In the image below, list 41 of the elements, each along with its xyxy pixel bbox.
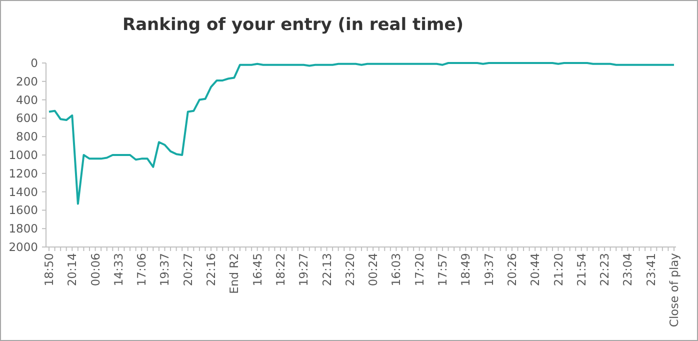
x-tick-label: 19:27: [296, 253, 311, 286]
y-tick-label: 800: [16, 130, 38, 144]
x-tick-label: 20:27: [180, 253, 195, 286]
x-tick-label: 18:50: [42, 253, 56, 286]
x-tick-label: 21:20: [551, 253, 566, 286]
x-tick-label: 20:14: [65, 253, 80, 286]
x-tick-label: 17:06: [134, 253, 149, 286]
x-tick-label: 19:37: [158, 253, 172, 286]
y-tick-label: 1000: [8, 148, 38, 162]
x-tick-label: 20:44: [528, 253, 542, 286]
y-tick-label: 400: [16, 92, 38, 107]
x-tick-label: 22:23: [598, 253, 612, 286]
x-tick-label: 23:20: [342, 253, 357, 286]
x-tick-label: 17:20: [412, 253, 426, 286]
x-tick-label: 16:45: [250, 253, 264, 286]
chart-title: Ranking of your entry (in real time): [122, 15, 464, 35]
x-tick-label: 14:33: [111, 253, 126, 286]
x-tick-label: 00:06: [88, 253, 102, 286]
x-tick-label: 16:03: [389, 253, 404, 286]
line-series: [48, 62, 675, 205]
x-tick-label: 00:24: [366, 253, 380, 286]
x-tick-label: 18:22: [273, 253, 288, 286]
y-tick-label: 200: [16, 74, 38, 88]
y-tick-label: 600: [16, 111, 38, 126]
x-tick-label: 22:13: [320, 253, 334, 286]
y-tick-label: 1200: [8, 166, 38, 180]
y-tick-label: 1600: [8, 203, 38, 218]
x-tick-label: 20:26: [504, 253, 519, 286]
y-tick-label: 1800: [8, 222, 38, 236]
x-tick-label: 21:54: [574, 253, 588, 286]
x-tick-label: 22:16: [204, 253, 218, 286]
x-tick-label: 23:41: [644, 253, 658, 286]
y-tick-label: 0: [30, 56, 38, 70]
y-tick-label: 1400: [8, 184, 38, 199]
x-tick-label: End R2: [227, 253, 242, 294]
x-tick-label: 18:49: [458, 253, 473, 286]
x-tick-label: 23:04: [620, 253, 635, 286]
x-tick-label: 17:57: [436, 253, 450, 286]
x-tick-label: Close of play: [667, 252, 681, 328]
x-tick-label: 19:37: [482, 253, 496, 286]
y-tick-label: 2000: [8, 240, 38, 254]
